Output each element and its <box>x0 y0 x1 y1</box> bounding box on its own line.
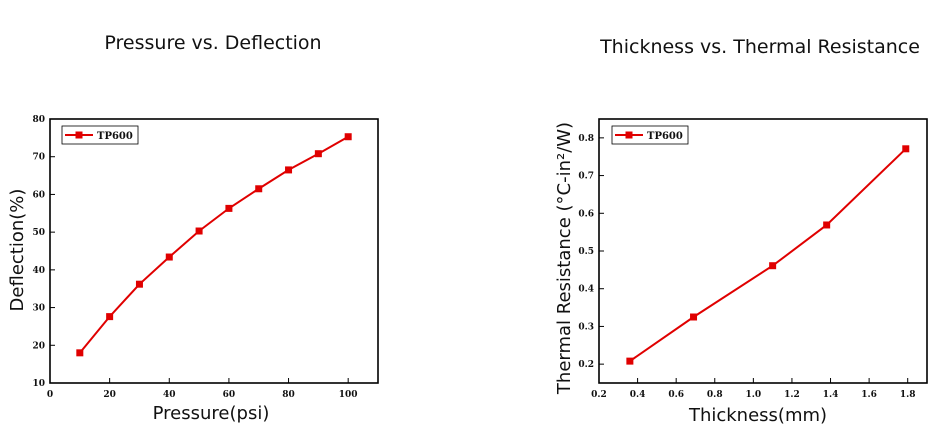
data-point <box>902 145 910 153</box>
series-line <box>629 148 907 362</box>
y-tick-label: 20 <box>32 341 45 351</box>
y-tick-label: 30 <box>32 304 45 314</box>
x-tick-label: 20 <box>103 390 116 400</box>
series-line <box>79 135 349 354</box>
x-tick-label: 1.4 <box>823 390 839 400</box>
y-tick-label: 80 <box>32 115 45 125</box>
y-tick-label: 40 <box>32 266 45 276</box>
chart-thickness-thermal-resistance: Thickness vs. Thermal Resistance Thickne… <box>554 36 928 426</box>
data-point <box>195 227 203 235</box>
y-tick-label: 0.2 <box>578 360 594 370</box>
plot-frame <box>49 118 379 384</box>
y-tick-label: 0.7 <box>578 172 594 182</box>
chart-pressure-deflection: Pressure vs. Deflection Pressure(psi) De… <box>7 32 379 424</box>
y-tick-label: 50 <box>32 228 45 238</box>
legend: TP600 <box>61 125 139 145</box>
data-point <box>106 313 114 321</box>
data-point <box>823 221 831 229</box>
data-point <box>255 185 263 193</box>
data-point <box>314 150 322 158</box>
data-point <box>626 357 634 365</box>
y-tick-label: 0.3 <box>578 322 594 332</box>
x-axis-label: Thickness(mm) <box>688 405 827 426</box>
x-tick-label: 0.8 <box>707 390 723 400</box>
x-axis-label: Pressure(psi) <box>153 403 270 424</box>
legend-box <box>61 125 139 145</box>
x-tick-label: 100 <box>339 390 358 400</box>
y-axis-label: Thermal Resistance (°C-in²/W) <box>554 122 575 395</box>
data-point <box>690 313 698 321</box>
data-point <box>225 204 233 212</box>
y-tick-label: 0.8 <box>578 134 594 144</box>
data-point <box>769 262 777 270</box>
data-point <box>344 133 352 141</box>
y-tick-label: 0.4 <box>578 285 594 295</box>
data-point <box>76 349 84 357</box>
y-tick-label: 0.5 <box>578 247 594 257</box>
data-point <box>285 166 293 174</box>
x-tick-label: 0.4 <box>630 390 646 400</box>
x-tick-label: 0.2 <box>591 390 607 400</box>
chart-title: Thickness vs. Thermal Resistance <box>599 36 920 58</box>
legend-label: TP600 <box>647 131 683 142</box>
x-tick-label: 1.2 <box>784 390 800 400</box>
data-point <box>135 280 143 288</box>
y-tick-label: 70 <box>32 153 45 163</box>
x-tick-label: 1.6 <box>861 390 877 400</box>
legend-label: TP600 <box>97 131 133 142</box>
x-tick-label: 0 <box>47 390 53 400</box>
y-tick-label: 60 <box>32 190 45 200</box>
x-tick-label: 40 <box>163 390 176 400</box>
y-tick-label: 0.6 <box>578 209 594 219</box>
data-point <box>165 253 173 261</box>
legend: TP600 <box>611 125 689 145</box>
x-tick-label: 1.0 <box>746 390 762 400</box>
x-tick-label: 1.8 <box>900 390 916 400</box>
legend-box <box>611 125 689 145</box>
x-tick-label: 80 <box>282 390 295 400</box>
legend-marker <box>75 131 83 139</box>
y-axis-label: Deflection(%) <box>7 189 28 312</box>
x-tick-label: 60 <box>223 390 236 400</box>
y-tick-label: 10 <box>32 379 45 389</box>
plot-frame <box>598 118 928 384</box>
legend-marker <box>625 131 633 139</box>
chart-title: Pressure vs. Deflection <box>104 32 321 54</box>
x-tick-label: 0.6 <box>668 390 684 400</box>
